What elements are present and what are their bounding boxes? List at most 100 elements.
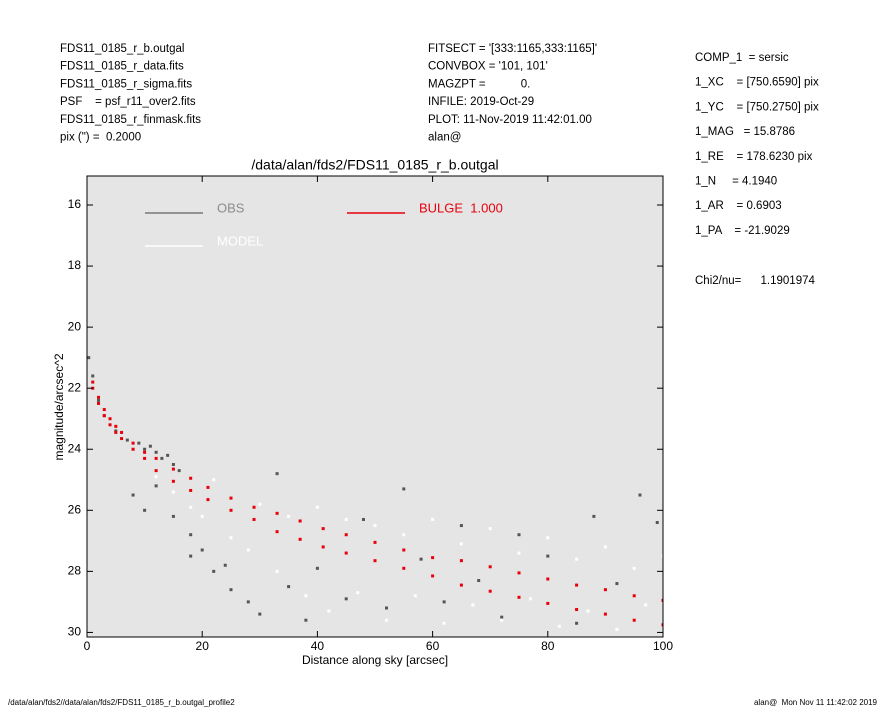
point [223, 563, 227, 567]
point [154, 450, 158, 454]
point [97, 398, 101, 402]
point [97, 401, 101, 405]
point [137, 441, 141, 445]
y-tick-label: 26 [68, 502, 82, 516]
point [114, 429, 118, 433]
point [154, 469, 158, 473]
point [160, 456, 164, 460]
point [246, 548, 250, 552]
point [252, 517, 256, 521]
point [114, 430, 118, 434]
point [189, 505, 193, 509]
point [638, 493, 642, 497]
header-middle-line: CONVBOX = '101, 101' [428, 61, 548, 73]
fit-parameter: 1_XC = [750.6590] pix [695, 77, 819, 89]
y-axis-label: magnitude/arcsec^2 [52, 353, 66, 460]
point [413, 594, 417, 598]
point [661, 623, 663, 627]
point [632, 618, 636, 622]
point [212, 478, 216, 482]
point [603, 612, 607, 616]
point [402, 533, 406, 537]
header-middle-line: INFILE: 2019-Oct-29 [428, 96, 534, 108]
point [120, 430, 124, 434]
point [459, 542, 463, 546]
point [315, 505, 319, 509]
plot-frame [86, 175, 664, 638]
point [143, 456, 147, 460]
point [189, 488, 193, 492]
point [131, 447, 135, 451]
header-left-line: PSF = psf_r11_over2.fits [60, 96, 196, 108]
point [304, 594, 308, 598]
legend-label: OBS [217, 200, 245, 215]
point [655, 521, 659, 525]
point [385, 618, 389, 622]
point [102, 414, 106, 418]
y-tick-label: 16 [68, 197, 82, 211]
y-tick-label: 28 [68, 564, 82, 578]
x-tick-label: 20 [196, 639, 210, 653]
chart-title: /data/alan/fds2/FDS11_0185_r_b.outgal [251, 157, 498, 173]
fit-parameter: 1_PA = -21.9029 [695, 225, 790, 237]
point [287, 514, 291, 518]
point [148, 444, 152, 448]
point [212, 569, 216, 573]
point [131, 493, 135, 497]
x-tick-label: 80 [541, 639, 555, 653]
point [91, 380, 95, 384]
point [356, 591, 360, 595]
point [315, 566, 319, 570]
point [442, 600, 446, 604]
point [488, 589, 492, 593]
x-tick-label: 0 [84, 639, 91, 653]
y-tick-label: 22 [68, 380, 82, 394]
header-middle-line: alan@ [428, 132, 461, 144]
point [102, 408, 106, 412]
point [644, 603, 648, 607]
point [275, 569, 279, 573]
header-left-line: FDS11_0185_r_sigma.fits [60, 78, 192, 90]
point [171, 479, 175, 483]
point [143, 447, 147, 451]
footer-right: alan@ Mon Nov 11 11:42:02 2019 [754, 698, 878, 707]
point [298, 519, 302, 523]
point [171, 467, 175, 471]
plot-area [87, 176, 663, 637]
header-middle-line: FITSECT = '[333:1165,333:1165]' [428, 43, 597, 55]
point [229, 496, 233, 500]
point [431, 517, 435, 521]
point [459, 524, 463, 528]
point [229, 536, 233, 540]
point [120, 437, 124, 441]
point [344, 517, 348, 521]
point [327, 609, 331, 613]
y-tick-label: 24 [68, 441, 82, 455]
point [87, 356, 91, 360]
point [661, 598, 663, 602]
point [189, 554, 193, 558]
point [91, 374, 95, 378]
header-left-line: FDS11_0185_r_data.fits [60, 61, 184, 73]
point [603, 588, 607, 592]
point [171, 463, 175, 467]
point [200, 514, 204, 518]
point [592, 514, 596, 518]
header-middle-line: PLOT: 11-Nov-2019 11:42:01.00 [428, 114, 592, 126]
point [171, 490, 175, 494]
point [258, 612, 262, 616]
point [344, 597, 348, 601]
point [615, 627, 619, 631]
point [304, 618, 308, 622]
point [246, 600, 250, 604]
point [459, 559, 463, 563]
header-left-line: pix (") = 0.2000 [60, 132, 141, 144]
point [108, 423, 112, 427]
point [431, 574, 435, 578]
fit-parameter: 1_YC = [750.2750] pix [695, 101, 819, 113]
point [546, 536, 550, 540]
point [442, 621, 446, 625]
point [586, 609, 590, 613]
point [615, 582, 619, 586]
point [471, 603, 475, 607]
